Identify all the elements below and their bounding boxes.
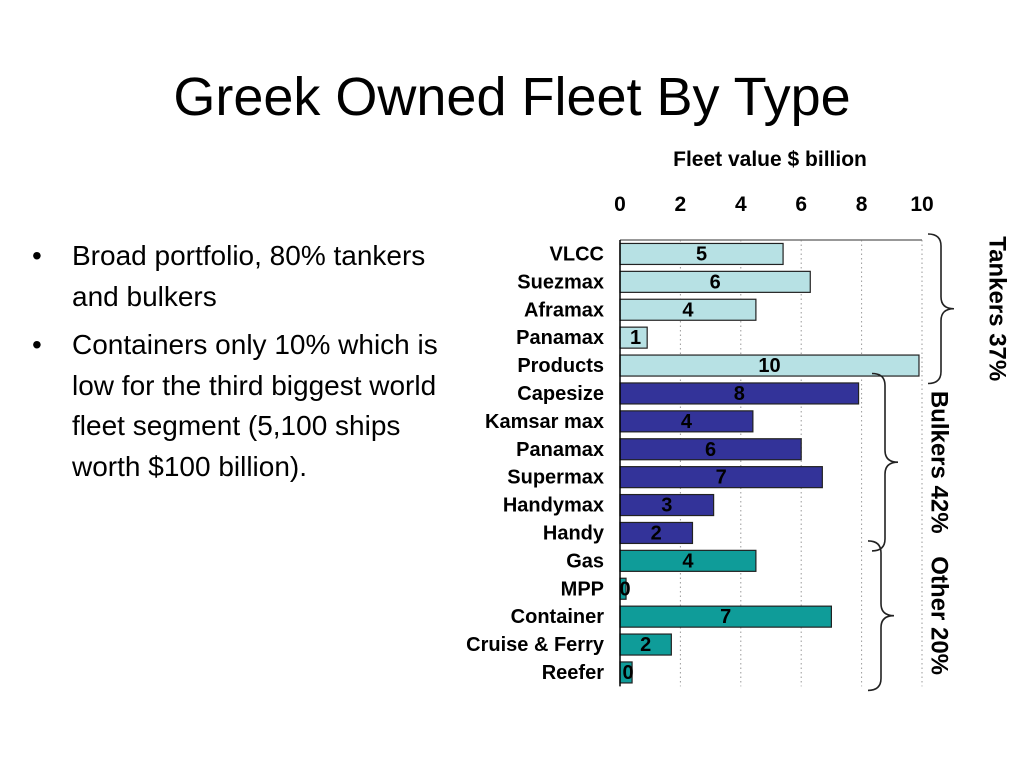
group-label: Tankers 37%: [984, 236, 1011, 381]
category-label: MPP: [561, 578, 604, 600]
data-label: 4: [682, 550, 694, 572]
group-brace: [867, 540, 895, 692]
category-label: Supermax: [507, 467, 604, 489]
group-brace: [871, 372, 899, 552]
category-label: Handymax: [503, 495, 604, 517]
category-label: Cruise & Ferry: [466, 634, 605, 656]
data-label: 0: [622, 662, 633, 684]
group-label: Bulkers 42%: [926, 391, 953, 534]
x-tick-label: 2: [675, 193, 687, 216]
x-tick-label: 10: [910, 193, 933, 216]
x-tick-label: 8: [856, 193, 868, 216]
category-label: Suezmax: [517, 271, 604, 293]
category-label: Reefer: [542, 662, 604, 684]
data-label: 4: [681, 411, 693, 433]
data-label: 3: [661, 495, 672, 517]
category-label: Container: [511, 606, 605, 628]
x-tick-label: 4: [735, 193, 747, 216]
slide-title: Greek Owned Fleet By Type: [173, 67, 851, 127]
category-label: Panamax: [516, 327, 604, 349]
category-label: Kamsar max: [485, 411, 604, 433]
data-label: 7: [716, 467, 727, 489]
category-label: Gas: [566, 550, 604, 572]
data-label: 7: [720, 606, 731, 628]
bullet-item: Broad portfolio, 80% tankers and bulkers: [32, 236, 452, 317]
bullet-item: Containers only 10% which is low for the…: [32, 325, 452, 487]
data-label: 0: [619, 578, 630, 600]
chart-title: Fleet value $ billion: [673, 148, 867, 171]
data-label: 10: [758, 355, 780, 377]
category-label: Panamax: [516, 439, 604, 461]
bullet-list: Broad portfolio, 80% tankers and bulkers…: [32, 236, 452, 495]
category-label: VLCC: [550, 243, 604, 265]
category-label: Handy: [543, 522, 605, 544]
data-label: 1: [630, 327, 641, 349]
group-brace: [927, 233, 955, 385]
data-label: 8: [734, 383, 745, 405]
group-label: Other 20%: [926, 556, 953, 675]
category-label: Products: [517, 355, 604, 377]
data-label: 2: [651, 522, 662, 544]
x-tick-label: 0: [614, 193, 626, 216]
data-label: 4: [682, 299, 694, 321]
category-label: Capesize: [517, 383, 604, 405]
data-label: 2: [640, 634, 651, 656]
data-label: 6: [705, 439, 716, 461]
data-label: 6: [710, 271, 721, 293]
data-label: 5: [696, 243, 707, 265]
category-label: Aframax: [524, 299, 604, 321]
x-tick-label: 6: [795, 193, 807, 216]
